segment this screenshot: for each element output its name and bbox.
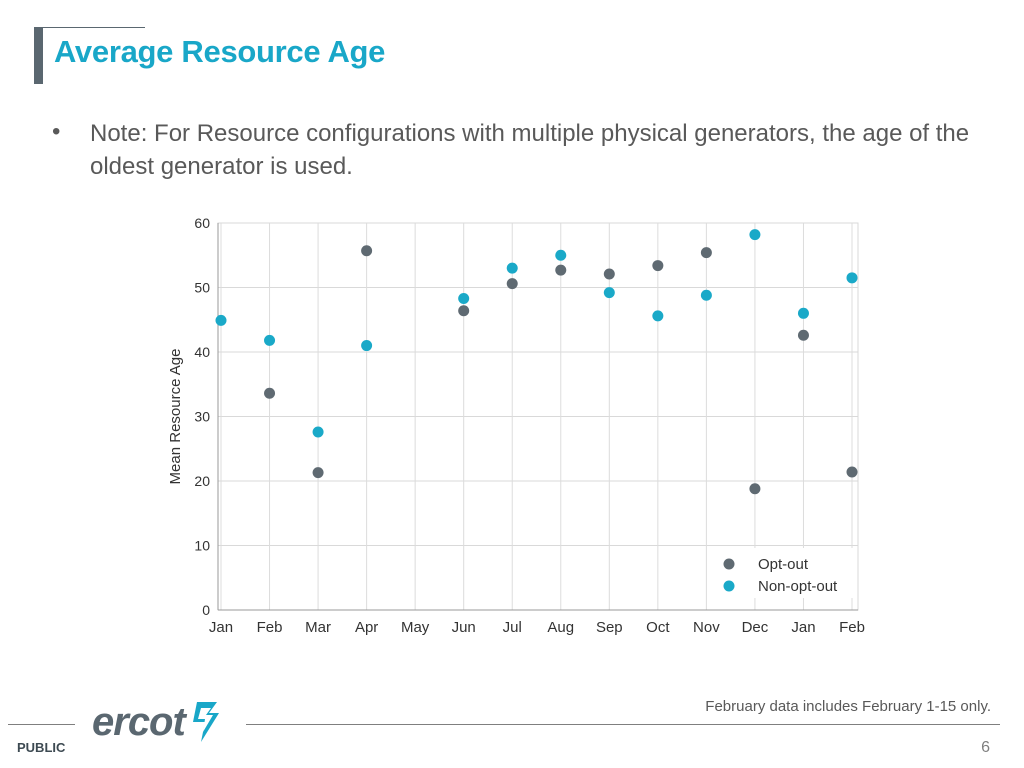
non-opt-out-point: [264, 334, 276, 346]
x-tick-label: Dec: [742, 619, 769, 635]
opt-out-point: [846, 466, 858, 478]
x-tick-label: Nov: [693, 619, 720, 635]
legend-marker: [723, 558, 735, 570]
scatter-chart: 0 10 20 30 40 50 60 Jan Feb Mar Apr May Jun Jul Aug Sep…: [167, 215, 865, 635]
opt-out-point: [797, 329, 809, 341]
x-tick-label: Feb: [839, 619, 865, 635]
x-tick-label: Apr: [355, 619, 378, 635]
logo-wordmark: ercot: [92, 700, 186, 744]
y-tick-label: 30: [194, 409, 210, 425]
non-opt-out-point: [603, 287, 615, 299]
footer-divider-right: [246, 724, 1000, 725]
y-tick-label: 10: [194, 538, 210, 554]
chart-axes: 0 10 20 30 40 50 60 Jan Feb Mar Apr May Jun Jul Aug Sep…: [167, 215, 865, 635]
opt-out-point: [700, 247, 712, 259]
non-opt-out-point: [361, 340, 373, 352]
non-opt-out-point: [652, 310, 664, 322]
x-tick-label: Feb: [257, 619, 283, 635]
title-accent-bar: [34, 27, 43, 84]
note-text: Note: For Resource configurations with m…: [90, 120, 970, 180]
legend-label: Opt-out: [758, 556, 809, 573]
x-tick-label: Jan: [791, 619, 815, 635]
footnote: February data includes February 1-15 onl…: [705, 698, 991, 715]
opt-out-point: [312, 467, 324, 479]
title-top-line: [43, 27, 145, 28]
x-tick-label: Oct: [646, 619, 670, 635]
y-axis-title: Mean Resource Age: [167, 349, 184, 485]
opt-out-point: [603, 268, 615, 280]
x-tick-label: Sep: [596, 619, 623, 635]
non-opt-out-point: [555, 249, 567, 261]
opt-out-point: [506, 278, 518, 290]
non-opt-out-point: [215, 314, 227, 326]
legend-marker: [723, 580, 735, 592]
non-opt-out-point: [506, 262, 518, 274]
non-opt-out-point: [312, 426, 324, 438]
y-tick-label: 20: [194, 473, 210, 489]
non-opt-out-point: [700, 289, 712, 301]
legend-label: Non-opt-out: [758, 578, 838, 595]
non-opt-out-point: [749, 229, 761, 241]
opt-out-point: [264, 387, 276, 399]
slide-title: Average Resource Age: [54, 34, 386, 69]
opt-out-point: [458, 305, 470, 317]
ercot-logo: ercot: [92, 700, 221, 744]
lightning-bolt-icon: [192, 702, 219, 742]
chart-points: [215, 229, 858, 495]
y-tick-label: 60: [194, 215, 210, 231]
opt-out-point: [361, 245, 373, 257]
x-tick-label: Jul: [503, 619, 522, 635]
page-number: 6: [981, 739, 990, 756]
x-tick-label: Mar: [305, 619, 331, 635]
y-tick-label: 50: [194, 280, 210, 296]
non-opt-out-point: [458, 292, 470, 304]
footer-divider-left: [8, 724, 75, 725]
classification-label: PUBLIC: [17, 740, 66, 755]
opt-out-point: [555, 264, 567, 276]
opt-out-point: [749, 483, 761, 495]
x-tick-label: Jun: [452, 619, 476, 635]
chart-legend: Opt-out Non-opt-out: [707, 548, 857, 598]
x-tick-label: Aug: [547, 619, 574, 635]
y-tick-label: 0: [202, 602, 210, 618]
opt-out-point: [652, 260, 664, 272]
x-tick-label: May: [401, 619, 430, 635]
bullet-marker: •: [52, 118, 61, 145]
x-tick-label: Jan: [209, 619, 233, 635]
non-opt-out-point: [797, 307, 809, 319]
non-opt-out-point: [846, 272, 858, 284]
y-tick-label: 40: [194, 344, 210, 360]
